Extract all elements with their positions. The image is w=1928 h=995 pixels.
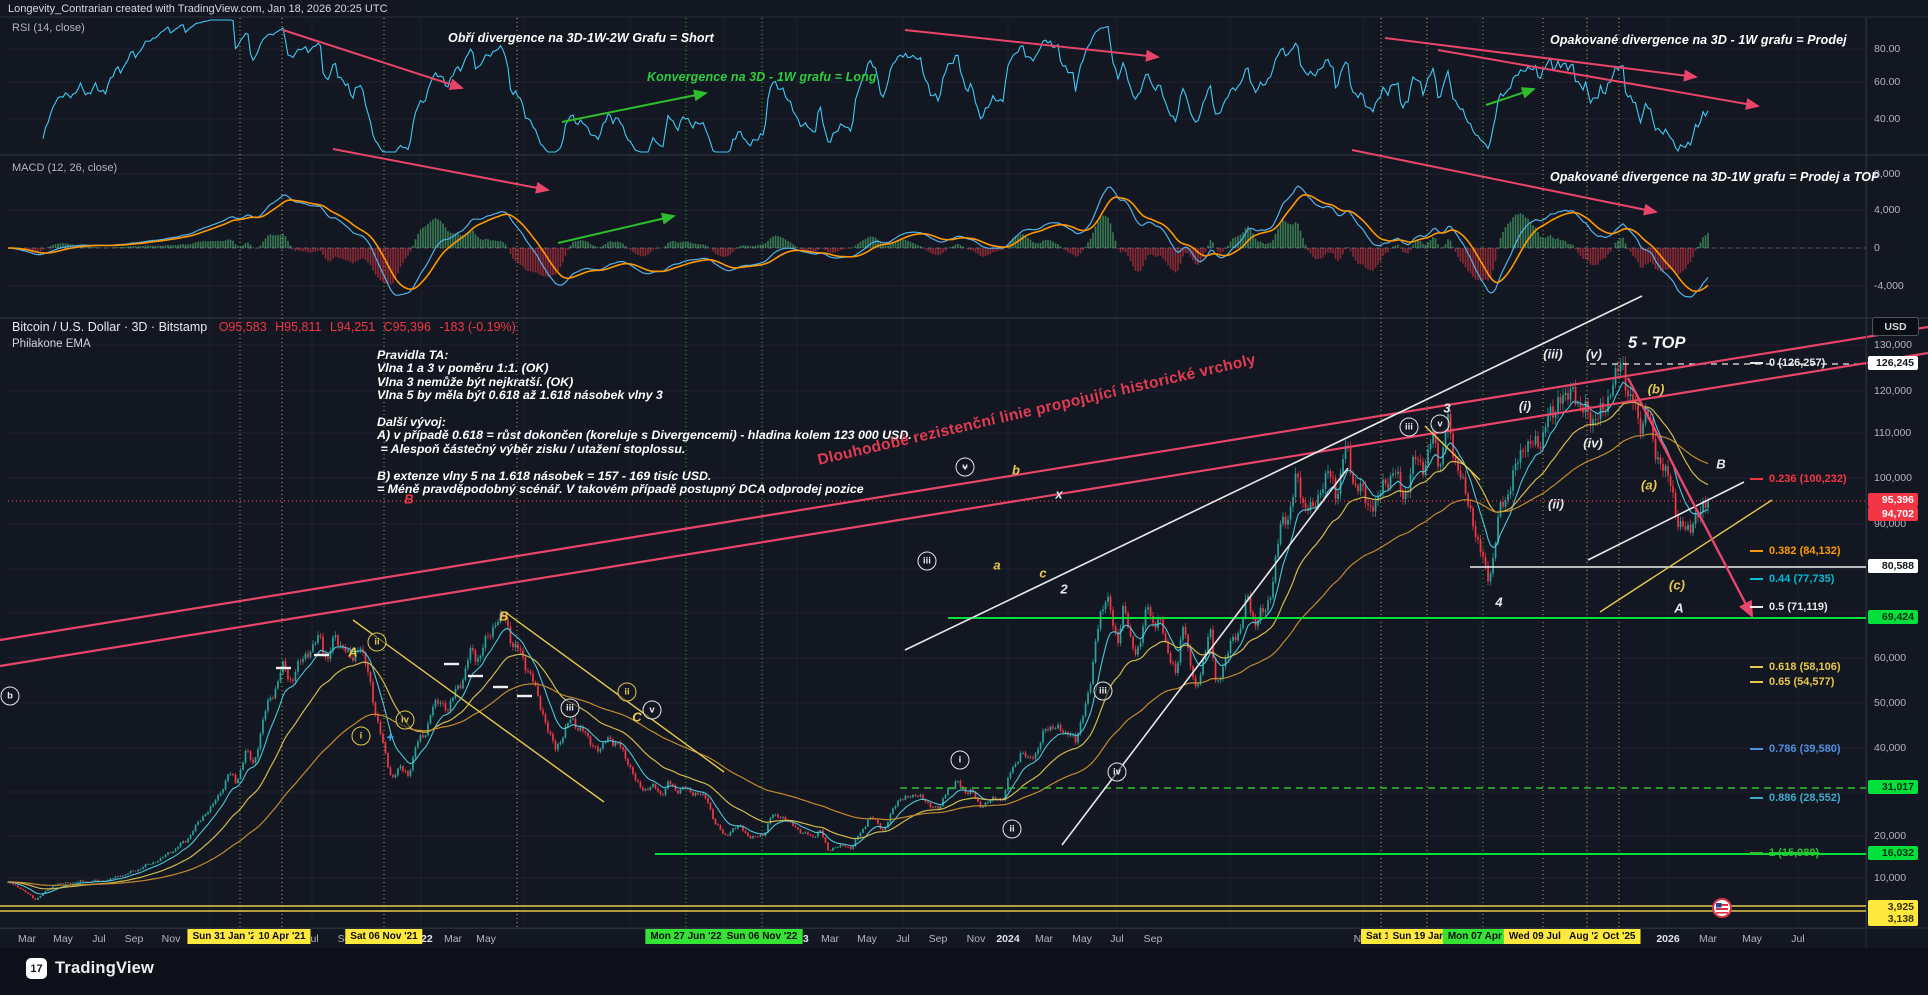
ohlc-open: O95,583: [218, 320, 267, 334]
symbol-legend[interactable]: Bitcoin / U.S. Dollar · 3D · Bitstamp O9…: [12, 320, 516, 334]
ohlc-high: H95,811: [275, 320, 322, 334]
rsi-indicator-label[interactable]: RSI (14, close): [12, 22, 85, 34]
ohlc-low: L94,251: [329, 320, 376, 334]
ohlc-change: -183 (-0.19%): [439, 320, 516, 334]
ta-note-line: Další vývoj:: [377, 414, 446, 429]
ta-note-line: B) extenze vlny 5 na 1.618 násobek = 157…: [377, 468, 712, 483]
time-axis[interactable]: [0, 928, 1866, 949]
tradingview-logo[interactable]: 17 TradingView: [26, 958, 154, 979]
ta-note-line: = Méně pravděpodobný scénář. V takovém p…: [377, 481, 864, 496]
ta-note-line: A) v případě 0.618 = růst dokončen (kore…: [377, 428, 912, 443]
ohlc-close: C95,396: [383, 320, 431, 334]
symbol-title[interactable]: Bitcoin / U.S. Dollar · 3D · Bitstamp: [12, 320, 208, 334]
macd-indicator-label[interactable]: MACD (12, 26, close): [12, 162, 118, 174]
ta-notes-annotation[interactable]: Pravidla TA: Vlna 1 a 3 v poměru 1:1. (OK…: [377, 348, 912, 496]
ta-note-line: [377, 402, 912, 415]
ta-note-line: Pravidla TA:: [377, 348, 449, 362]
ta-note-line: Vlna 1 a 3 v poměru 1:1. (OK): [377, 361, 549, 376]
ta-note-line: Vlna 3 nemůže být nejkratší. (OK): [377, 374, 574, 389]
chart-credit: Longevity_Contrarian created with Tradin…: [8, 3, 388, 15]
tradingview-logo-icon: 17: [26, 958, 47, 979]
ema-indicator-label[interactable]: Philakone EMA: [12, 338, 91, 350]
tradingview-logo-text: TradingView: [55, 959, 155, 977]
footer-bar: 17 TradingView: [0, 948, 1928, 995]
ta-note-line: = Alespoň částečný výběr zisku / utažení…: [377, 441, 686, 456]
ta-note-line: Vlna 5 by měla být 0.618 až 1.618 násobe…: [377, 388, 663, 403]
currency-toggle-button[interactable]: USD: [1872, 317, 1919, 336]
wave5-top-annotation[interactable]: 5 - TOP: [1628, 334, 1686, 352]
flag-marker: [1712, 898, 1732, 918]
price-axis[interactable]: [1866, 18, 1928, 928]
